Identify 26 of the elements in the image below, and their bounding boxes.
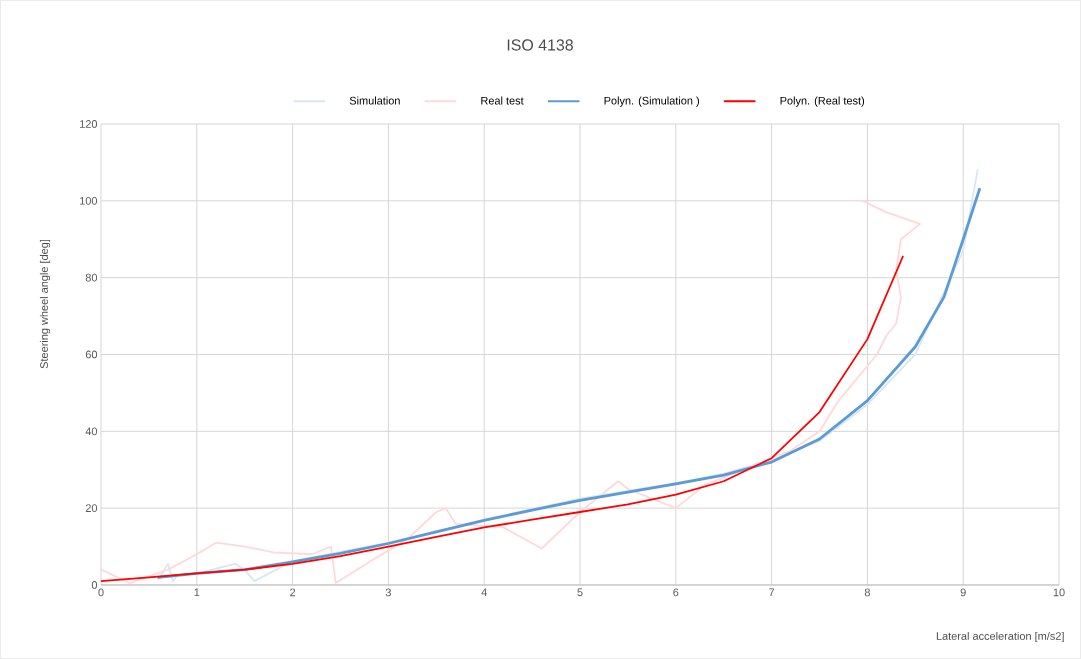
y-tick-label: 100 — [80, 196, 98, 205]
x-axis-title: Lateral acceleration [m/s2] — [936, 631, 1064, 643]
y-tick-label: 0 — [91, 581, 98, 589]
y-tick-label: 80 — [85, 273, 98, 282]
legend-label: Polyn. (Real test) — [780, 96, 865, 107]
chart-title: ISO 4138 — [507, 39, 573, 51]
y-axis-title: Steering wheel angle [deg] — [39, 239, 51, 369]
y-tick-label: 60 — [85, 350, 98, 359]
x-tick-label: 7 — [769, 588, 775, 597]
x-tick-label: 3 — [385, 588, 391, 597]
x-tick-label: 1 — [194, 588, 200, 597]
x-tick-label: 9 — [960, 588, 966, 597]
x-tick-label: 10 — [1053, 588, 1065, 597]
y-tick-label: 20 — [85, 504, 98, 513]
x-tick-label: 2 — [290, 588, 296, 597]
x-tick-label: 6 — [673, 588, 679, 597]
x-tick-label: 4 — [481, 588, 487, 597]
x-tick-label: 5 — [577, 588, 583, 597]
x-tick-label: 8 — [864, 588, 870, 597]
legend-label: Simulation — [349, 96, 400, 105]
line-series — [101, 255, 904, 583]
x-tick-label: 0 — [98, 588, 104, 597]
y-tick-label: 120 — [80, 120, 98, 128]
y-tick-label: 40 — [85, 427, 98, 436]
legend-label: Polyn. (Simulation ) — [604, 96, 699, 107]
legend-label: Real test — [481, 96, 524, 105]
